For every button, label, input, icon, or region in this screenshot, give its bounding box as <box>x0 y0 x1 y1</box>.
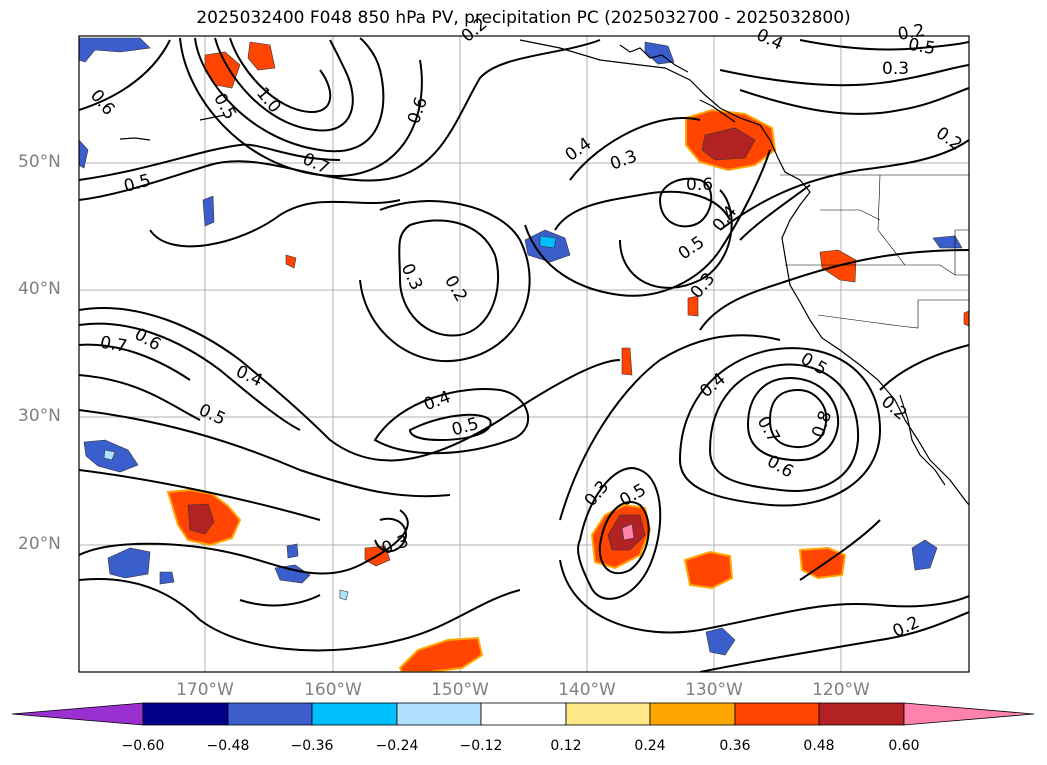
lat-label-50n: 50°N <box>18 152 61 172</box>
precip-blob <box>621 523 635 541</box>
lon-label-140w: 140°W <box>558 680 616 700</box>
colorbar-bin <box>734 702 820 726</box>
precip-blob <box>159 571 175 585</box>
colorbar-tick-label: −0.48 <box>206 738 250 754</box>
map-frame <box>78 35 970 673</box>
colorbar-tick-label: 0.36 <box>719 738 751 754</box>
precip-blob <box>285 254 297 269</box>
precip-blob <box>539 235 557 249</box>
lon-label-120w: 120°W <box>812 680 870 700</box>
precip-blob <box>398 636 484 672</box>
colorbar-tick-label: −0.36 <box>290 738 334 754</box>
lat-label-40n: 40°N <box>18 279 61 299</box>
colorbar-tick-label: −0.12 <box>459 738 503 754</box>
precip-blob <box>701 127 756 161</box>
precip-blob <box>911 539 938 571</box>
precip-blob <box>79 139 89 169</box>
precip-blob <box>274 564 311 584</box>
lon-label-160w: 160°W <box>304 680 362 700</box>
precip-blob <box>187 503 215 535</box>
precip-blob <box>79 37 151 63</box>
coastlines <box>119 39 969 506</box>
map-title: 2025032400 F048 850 hPa PV, precipitatio… <box>196 8 851 28</box>
lon-label-130w: 130°W <box>685 680 743 700</box>
colorbar <box>11 702 1035 726</box>
precip-blob <box>621 347 633 376</box>
contour-label: 0.7 <box>98 333 128 357</box>
colorbar-tick-label: 0.48 <box>803 738 835 754</box>
colorbar-extend-high <box>903 702 1035 726</box>
contour-label: 0.3 <box>882 59 909 79</box>
colorbar-bin <box>649 702 736 726</box>
contour-label: 0.2 <box>896 21 926 45</box>
lon-label-170w: 170°W <box>176 680 234 700</box>
precip-blob <box>963 310 969 327</box>
precip-blob <box>286 543 299 559</box>
political-borders <box>780 174 969 329</box>
precip-blob <box>705 627 736 656</box>
precip-blob <box>683 550 734 590</box>
precip-blob <box>798 546 847 580</box>
precip-blob <box>107 547 151 579</box>
colorbar-bin <box>480 702 567 726</box>
colorbar-tick-label: 0.60 <box>888 738 920 754</box>
gridlines <box>79 36 969 672</box>
lat-label-30n: 30°N <box>18 406 61 426</box>
precip-blob <box>247 41 276 71</box>
lon-label-150w: 150°W <box>431 680 489 700</box>
colorbar-tick-label: −0.24 <box>375 738 419 754</box>
colorbar-bin <box>565 702 651 726</box>
colorbar-tick-label: 0.24 <box>634 738 666 754</box>
precip-blob <box>339 589 349 601</box>
contour-label: 0.6 <box>686 175 713 195</box>
precip-blob <box>103 449 116 461</box>
colorbar-bin <box>227 702 313 726</box>
colorbar-bin <box>142 702 229 726</box>
contour-label: 0.5 <box>907 35 937 59</box>
lat-label-20n: 20°N <box>18 534 61 554</box>
colorbar-extend-low <box>11 702 144 726</box>
pv-contours <box>79 37 969 672</box>
colorbar-bin <box>311 702 398 726</box>
precip-blob <box>202 195 215 227</box>
colorbar-tick-label: 0.12 <box>550 738 582 754</box>
precip-blob <box>687 295 699 317</box>
colorbar-tick-label: −0.60 <box>121 738 165 754</box>
colorbar-bin <box>396 702 482 726</box>
colorbar-bin <box>818 702 905 726</box>
